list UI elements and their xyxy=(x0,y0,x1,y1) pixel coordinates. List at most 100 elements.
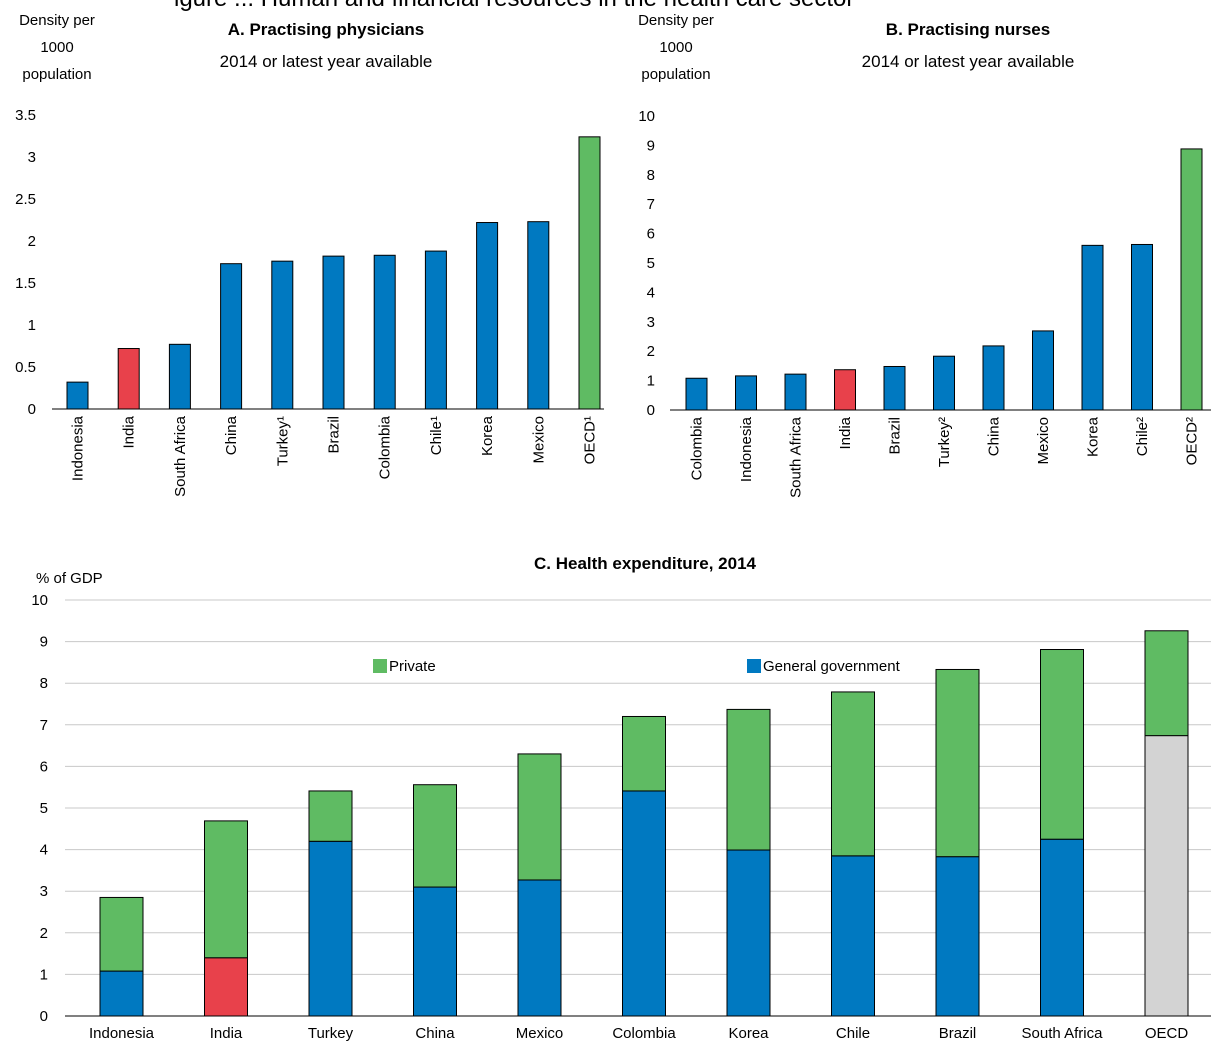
panel-c-bar-government xyxy=(622,790,666,1017)
panel-a-bar xyxy=(271,260,294,410)
panel-a-bar xyxy=(117,348,140,410)
panel-c-category-label: Chile xyxy=(836,1025,870,1042)
panel-a-bar xyxy=(476,222,499,410)
panel-b-category-label: South Africa xyxy=(788,416,805,498)
panel-a-subtitle: 2014 or latest year available xyxy=(220,52,433,71)
panel-c-y-tick-label: 8 xyxy=(40,675,48,692)
panel-b-bar xyxy=(735,375,757,411)
panel-b-category-label: China xyxy=(986,416,1003,456)
panel-c-title: C. Health expenditure, 2014 xyxy=(534,554,757,573)
panel-b-unit-line-3: population xyxy=(641,66,710,83)
panel-b-bar xyxy=(1081,244,1104,411)
panel-c-bar-government xyxy=(308,840,353,1017)
panel-c-y-tick-label: 2 xyxy=(40,925,48,942)
panel-b-y-tick-label: 10 xyxy=(638,108,655,125)
panel-c-bar-private xyxy=(517,753,562,881)
panel-a-category-label: Mexico xyxy=(530,416,547,464)
panel-a-y-tick-label: 3.5 xyxy=(15,107,36,124)
panel-a-category-label: China xyxy=(223,415,240,455)
panel-c-bar-private xyxy=(99,896,144,972)
panel-b-y-tick-label: 5 xyxy=(647,255,655,272)
panel-c-unit-label: % of GDP xyxy=(36,570,103,587)
panel-c-bar-private xyxy=(831,691,875,857)
panel-a-physicians-chart: Density per 1000 population A. Practisin… xyxy=(15,12,604,497)
panel-c-bar-government xyxy=(1144,735,1189,1017)
panel-a-unit-line-3: population xyxy=(22,66,91,83)
panel-b-y-tick-label: 0 xyxy=(647,402,655,419)
panel-b-y-tick-label: 8 xyxy=(647,167,655,184)
panel-c-bar-government xyxy=(726,849,771,1017)
panel-c-category-label: Korea xyxy=(728,1025,769,1042)
panel-a-bar xyxy=(322,255,345,410)
panel-c-category-label: Mexico xyxy=(516,1025,564,1042)
panel-c-category-label: Turkey xyxy=(308,1025,354,1042)
panel-c-category-label: China xyxy=(415,1025,455,1042)
panel-a-unit-line-1: Density per xyxy=(19,12,95,29)
panel-c-category-label: Indonesia xyxy=(89,1025,155,1042)
panel-b-y-tick-label: 9 xyxy=(647,137,655,154)
panel-c-bar-private xyxy=(413,784,457,888)
panel-b-bar xyxy=(834,369,856,411)
panel-c-bar-private xyxy=(1040,649,1084,840)
panel-b-unit-line-1: Density per xyxy=(638,12,714,29)
panel-c-health-expenditure-chart: % of GDP C. Health expenditure, 2014 Pri… xyxy=(31,554,1211,1042)
panel-c-bar-government xyxy=(1040,838,1084,1017)
panel-b-category-label: Chile² xyxy=(1134,417,1151,456)
panel-c-bar-private xyxy=(726,708,771,851)
panel-c-y-tick-label: 6 xyxy=(40,758,48,775)
panel-a-y-tick-label: 1.5 xyxy=(15,275,36,292)
panel-a-category-label: OECD¹ xyxy=(582,416,599,464)
panel-b-category-label: Colombia xyxy=(689,416,706,480)
panel-a-category-label: South Africa xyxy=(172,415,189,497)
panel-a-bar xyxy=(424,250,447,410)
panel-b-y-tick-label: 3 xyxy=(647,314,655,331)
panel-c-bar-private xyxy=(204,820,248,959)
panel-a-bar xyxy=(168,343,191,410)
panel-b-category-label: Indonesia xyxy=(738,416,755,482)
panel-c-category-label: South Africa xyxy=(1022,1025,1104,1042)
legend-private-label: Private xyxy=(389,658,436,675)
panel-c-category-label: OECD xyxy=(1145,1025,1189,1042)
panel-a-category-label: Korea xyxy=(479,415,496,456)
panel-a-bar xyxy=(527,221,550,410)
panel-c-y-tick-label: 7 xyxy=(40,717,48,734)
panel-c-bar-government xyxy=(99,970,144,1017)
panel-c-y-tick-label: 9 xyxy=(40,634,48,651)
panel-c-bar-government xyxy=(204,957,248,1017)
panel-c-bar-government xyxy=(517,879,562,1017)
panel-c-bar-government xyxy=(935,856,980,1017)
panel-c-bar-private xyxy=(308,790,353,842)
panel-b-bar xyxy=(982,345,1005,411)
panel-a-category-label: Colombia xyxy=(377,415,394,479)
panel-c-y-tick-label: 0 xyxy=(40,1008,48,1025)
panel-a-category-label: Chile¹ xyxy=(428,416,445,455)
panel-b-bar xyxy=(883,365,906,411)
panel-b-y-tick-label: 4 xyxy=(647,284,655,301)
figure-header-fragment: igure ... Human and financial resources … xyxy=(174,0,854,12)
legend-private-swatch xyxy=(373,659,387,673)
legend-general-government-label: General government xyxy=(763,658,901,675)
panel-b-bar xyxy=(1131,243,1153,411)
panel-c-bar-private xyxy=(1144,630,1189,737)
panel-b-category-label: Brazil xyxy=(887,417,904,455)
panel-c-y-tick-label: 1 xyxy=(40,966,48,983)
panel-a-bar xyxy=(66,381,89,410)
panel-b-bar xyxy=(1180,148,1203,411)
panel-a-bar xyxy=(373,254,396,410)
panel-c-bar-government xyxy=(831,855,875,1017)
panel-a-y-tick-label: 2 xyxy=(28,233,36,250)
panel-a-category-label: Turkey¹ xyxy=(274,416,291,466)
panel-a-bar xyxy=(578,136,601,410)
panel-a-category-label: India xyxy=(121,415,138,448)
panel-a-y-tick-label: 2.5 xyxy=(15,191,36,208)
panel-b-bar xyxy=(784,373,807,411)
panel-c-category-label: Colombia xyxy=(612,1025,676,1042)
panel-b-y-tick-label: 7 xyxy=(647,196,655,213)
panel-b-category-label: India xyxy=(837,416,854,449)
panel-b-category-label: Mexico xyxy=(1035,417,1052,465)
panel-c-category-label: India xyxy=(210,1025,243,1042)
panel-b-category-label: Korea xyxy=(1085,416,1102,457)
panel-b-category-label: OECD² xyxy=(1184,417,1201,465)
panel-c-bar-private xyxy=(935,668,980,858)
